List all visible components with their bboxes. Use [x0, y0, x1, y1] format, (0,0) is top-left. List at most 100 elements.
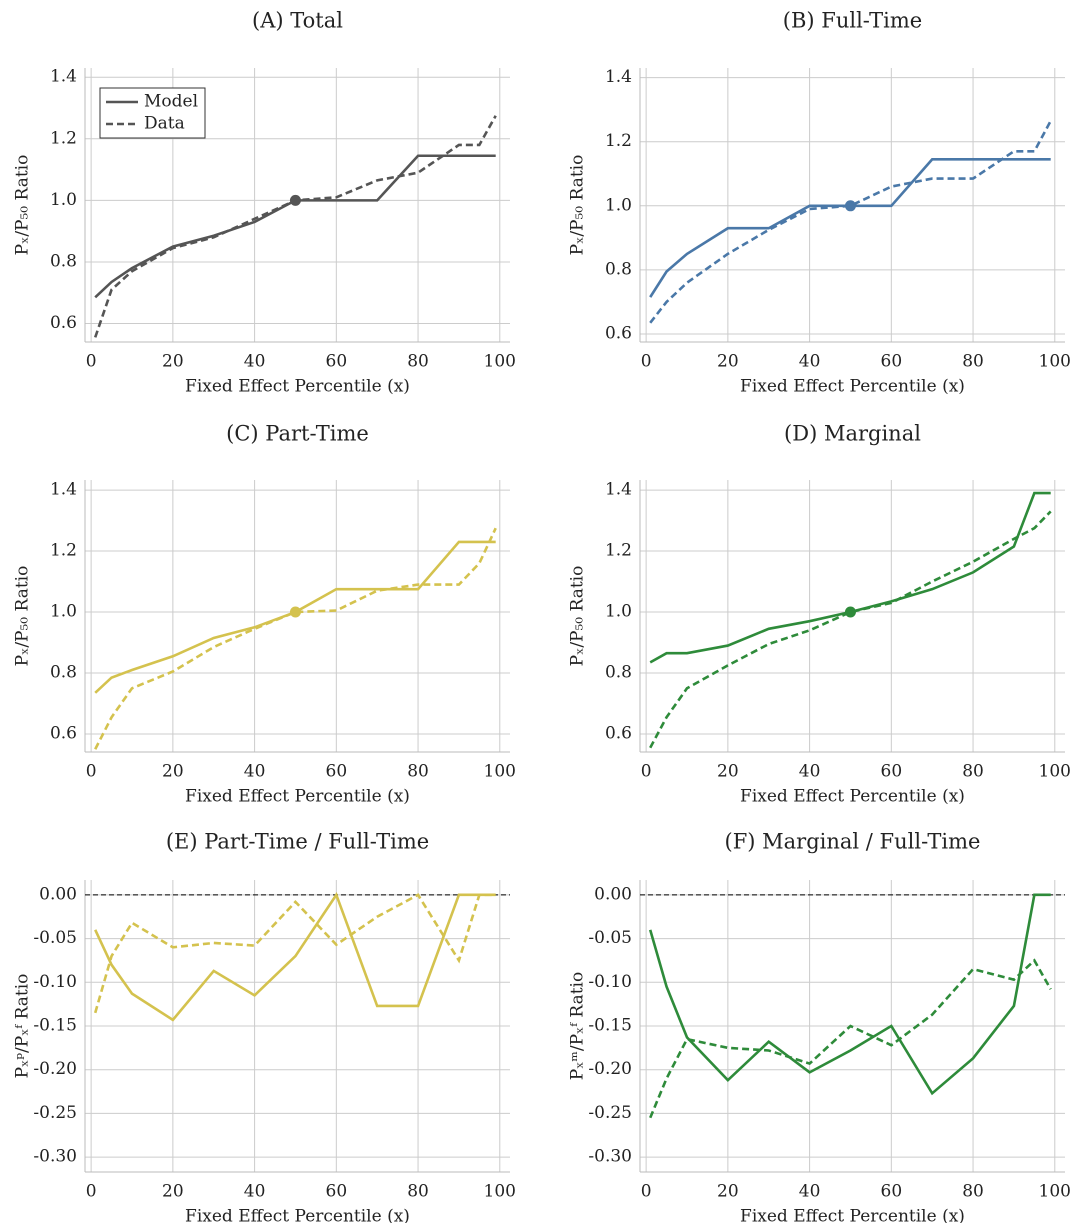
x-axis-label: Fixed Effect Percentile (x)	[740, 787, 965, 807]
x-tick-label: 60	[326, 1182, 348, 1202]
x-axis-label: Fixed Effect Percentile (x)	[740, 377, 965, 397]
x-tick-label: 80	[962, 1182, 984, 1202]
panel-title: (A) Total	[252, 9, 343, 33]
x-tick-label: 20	[717, 352, 739, 372]
y-tick-label: 0.8	[605, 663, 632, 683]
y-tick-label: 1.0	[50, 190, 77, 210]
y-tick-label: 1.4	[50, 67, 77, 87]
data-line	[649, 158, 1051, 298]
x-tick-label: 20	[717, 762, 739, 782]
x-tick-label: 60	[326, 762, 348, 782]
y-tick-label: 1.2	[50, 128, 77, 148]
y-tick-label: 1.4	[605, 480, 632, 500]
reference-point	[289, 606, 301, 618]
y-axis-label: Pₓᵖ/Pₓᶠ Ratio	[13, 974, 33, 1079]
x-tick-label: 20	[162, 762, 184, 782]
x-axis-label: Fixed Effect Percentile (x)	[185, 1207, 410, 1223]
x-tick-label: 60	[881, 352, 903, 372]
y-tick-label: -0.15	[33, 1016, 77, 1036]
y-tick-label: -0.25	[588, 1103, 632, 1123]
legend-label: Data	[144, 114, 185, 134]
panel-title: (B) Full-Time	[783, 9, 922, 33]
panel: (A) Total 0 20 40 60 80 100 0.6 0.8 1.0 1.2 1.4 Fixe…	[13, 9, 517, 397]
y-tick-label: 0.6	[605, 323, 632, 343]
x-tick-label: 80	[407, 1182, 429, 1202]
y-tick-label: -0.20	[588, 1059, 632, 1079]
data-line	[649, 120, 1052, 324]
y-tick-label: 1.4	[50, 480, 77, 500]
x-tick-label: 100	[484, 762, 516, 782]
x-tick-label: 0	[641, 1182, 652, 1202]
data-line	[94, 154, 496, 299]
data-line	[94, 892, 496, 1022]
x-tick-label: 40	[799, 1182, 821, 1202]
x-tick-label: 40	[244, 1182, 266, 1202]
x-axis-label: Fixed Effect Percentile (x)	[740, 1207, 965, 1223]
data-line	[94, 527, 497, 750]
panel: (E) Part-Time / Full-Time 0 20 40 60 80 100 0.0…	[13, 830, 517, 1223]
panel-title: (D) Marginal	[784, 422, 921, 446]
panel-title: (F) Marginal / Full-Time	[725, 830, 981, 854]
x-tick-label: 0	[641, 762, 652, 782]
x-tick-label: 40	[244, 762, 266, 782]
y-axis-label: Pₓ/P₅₀ Ratio	[13, 566, 33, 667]
x-tick-label: 40	[799, 762, 821, 782]
y-tick-label: 1.2	[605, 541, 632, 561]
y-axis-label: Pₓ/P₅₀ Ratio	[13, 155, 33, 256]
y-tick-label: -0.05	[33, 928, 77, 948]
y-tick-label: -0.20	[33, 1059, 77, 1079]
panel: (B) Full-Time 0 20 40 60 80 100 0.6 0.8 1.0 1.2 1.4…	[568, 9, 1072, 397]
data-line	[649, 958, 1052, 1119]
x-tick-label: 100	[1039, 1182, 1071, 1202]
y-axis-label: Pₓ/P₅₀ Ratio	[568, 155, 588, 256]
data-line	[93, 115, 497, 338]
x-tick-label: 0	[86, 762, 97, 782]
y-tick-label: 0.6	[605, 724, 632, 744]
legend-box	[99, 87, 206, 139]
y-tick-label: -0.10	[33, 972, 77, 992]
reference-point	[844, 200, 856, 212]
legend-label: Model	[144, 92, 198, 112]
y-tick-label: 0.6	[50, 724, 77, 744]
reference-point	[289, 194, 301, 206]
y-tick-label: 1.2	[605, 131, 632, 151]
data-line	[93, 893, 496, 1014]
panel-title: (E) Part-Time / Full-Time	[166, 830, 429, 854]
x-axis-label: Fixed Effect Percentile (x)	[185, 377, 410, 397]
y-tick-label: 0.00	[594, 884, 632, 904]
x-tick-label: 60	[326, 352, 348, 372]
x-tick-label: 100	[484, 352, 516, 372]
x-tick-label: 40	[244, 352, 266, 372]
reference-point	[844, 606, 856, 618]
data-line	[649, 510, 1052, 749]
x-tick-label: 0	[641, 352, 652, 372]
panel: (D) Marginal 0 20 40 60 80 100 0.6 0.8 1.0 1.2 1.4 F…	[568, 422, 1072, 807]
y-tick-label: -0.05	[588, 928, 632, 948]
panel: (C) Part-Time 0 20 40 60 80 100 0.6 0.8 1.0 1.2 1.4…	[13, 422, 517, 807]
x-tick-label: 100	[484, 1182, 516, 1202]
x-tick-label: 100	[1039, 762, 1071, 782]
panel: (F) Marginal / Full-Time 0 20 40 60 80 100 0.00…	[568, 830, 1072, 1223]
x-axis-label: Fixed Effect Percentile (x)	[185, 787, 410, 807]
x-tick-label: 0	[86, 1182, 97, 1202]
y-tick-label: 0.8	[50, 251, 77, 271]
panel-title: (C) Part-Time	[226, 422, 369, 446]
y-tick-label: -0.25	[33, 1103, 77, 1123]
x-tick-label: 80	[962, 762, 984, 782]
x-tick-label: 100	[1039, 352, 1071, 372]
data-line	[649, 491, 1051, 664]
x-tick-label: 80	[407, 352, 429, 372]
y-tick-label: 1.4	[605, 67, 632, 87]
x-tick-label: 80	[962, 352, 984, 372]
x-tick-label: 0	[86, 352, 97, 372]
y-tick-label: 0.6	[50, 313, 77, 333]
y-tick-label: 0.00	[39, 884, 77, 904]
x-tick-label: 20	[162, 1182, 184, 1202]
y-tick-label: 0.8	[50, 663, 77, 683]
x-tick-label: 60	[881, 1182, 903, 1202]
y-tick-label: -0.30	[588, 1147, 632, 1167]
x-tick-label: 20	[162, 352, 184, 372]
y-tick-label: 1.0	[50, 602, 77, 622]
y-tick-label: 0.8	[605, 259, 632, 279]
